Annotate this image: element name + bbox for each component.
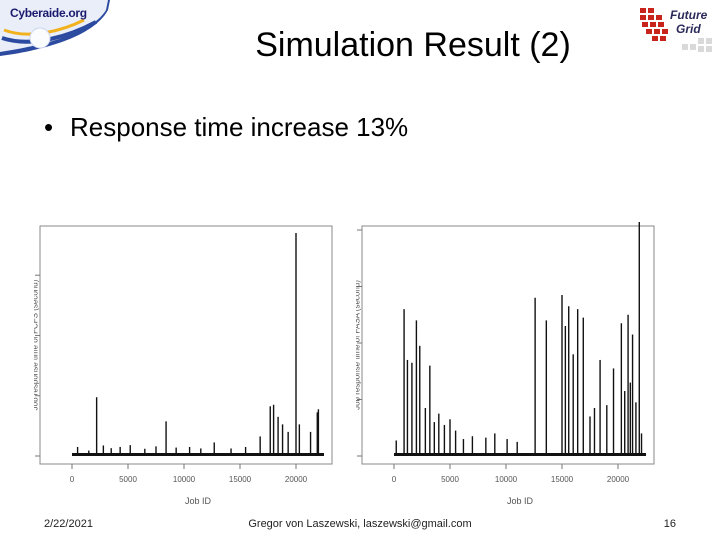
bullet-item: • Response time increase 13% [44, 112, 408, 143]
baseline-band [394, 453, 646, 456]
plot-frame [361, 225, 655, 465]
x-tick-label: 0 [70, 475, 75, 484]
cyberaide-logo-graphic [0, 0, 110, 56]
futuregrid-logo-text-grid: Grid [676, 22, 701, 36]
footer-date: 2/22/2021 [44, 518, 93, 530]
x-axis-label: Job ID [507, 496, 534, 506]
y-axis-label: Job response time of FASA (second) [356, 280, 362, 410]
baseline-band [72, 453, 324, 456]
cyberaide-logo: Cyberaide.org [0, 0, 110, 56]
x-tick-label: 15000 [229, 475, 252, 484]
cyberaide-logo-text: Cyberaide.org [10, 6, 87, 20]
x-tick-label: 20000 [607, 475, 630, 484]
x-tick-label: 5000 [119, 475, 137, 484]
chart-fcfs-svg: 020004000600005000100001500020000Job IDJ… [34, 225, 333, 506]
footer-page-number: 16 [663, 518, 676, 530]
x-axis-label: Job ID [185, 496, 212, 506]
bullet-text: Response time increase 13% [70, 112, 409, 142]
x-tick-label: 15000 [551, 475, 574, 484]
futuregrid-logo: Future Grid [636, 4, 720, 54]
y-axis-label: Job response time of FCFS (second) [34, 279, 40, 410]
x-tick-label: 10000 [495, 475, 518, 484]
plot-frame [39, 225, 333, 465]
chart-fasa-svg: 0200040006000800005000100001500020000Job… [356, 222, 655, 506]
bullet-marker: • [44, 112, 54, 142]
x-tick-label: 5000 [441, 475, 459, 484]
x-tick-label: 0 [392, 475, 397, 484]
chart-fcfs: 020004000600005000100001500020000Job IDJ… [34, 222, 334, 508]
x-tick-label: 20000 [285, 475, 308, 484]
slide-title: Simulation Result (2) [255, 26, 571, 64]
futuregrid-logo-text-future: Future [670, 8, 708, 22]
x-tick-label: 10000 [173, 475, 196, 484]
footer-author: Gregor von Laszewski, laszewski@gmail.co… [248, 518, 472, 530]
futuregrid-logo-graphic [640, 8, 712, 52]
chart-fasa: 0200040006000800005000100001500020000Job… [356, 222, 656, 508]
